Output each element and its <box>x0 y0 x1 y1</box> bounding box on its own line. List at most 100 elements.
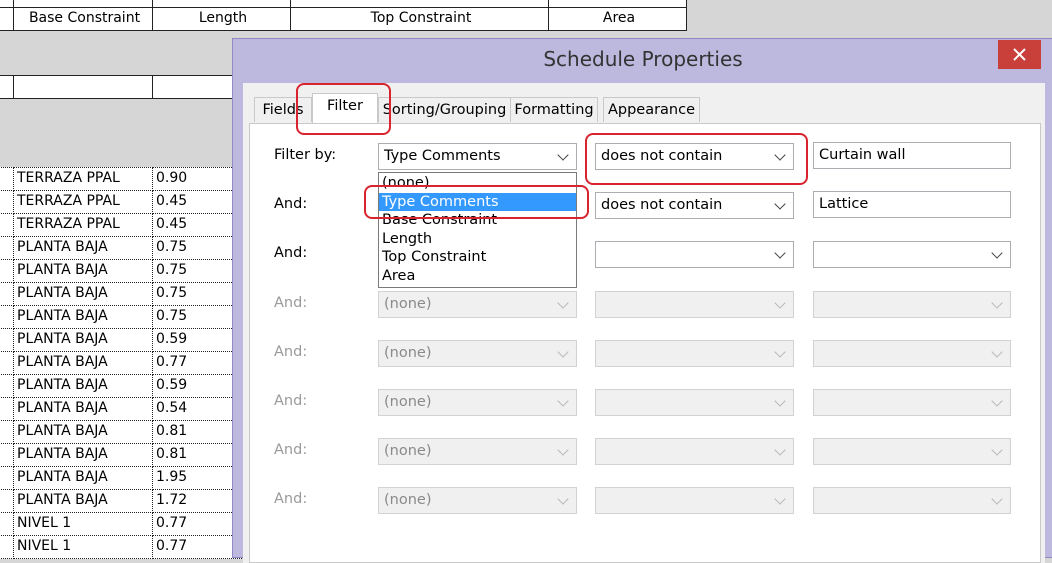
length-cell: 0.81 <box>152 420 242 444</box>
level-cell: PLANTA BAJA <box>13 489 153 513</box>
filter-label: And: <box>274 491 308 508</box>
highlight <box>364 185 589 219</box>
dropdown-text: (none) <box>384 443 432 460</box>
condition-dropdown <box>595 487 794 515</box>
divider <box>13 75 14 99</box>
dropdown-option[interactable]: Length <box>382 230 433 247</box>
dropdown-text: (none) <box>384 344 432 361</box>
value-textbox[interactable]: Lattice <box>813 191 1011 219</box>
condition-dropdown <box>595 339 794 367</box>
field-dropdown[interactable]: Type Comments <box>378 143 577 170</box>
length-cell: 0.75 <box>152 236 242 260</box>
dropdown-arrow <box>774 493 786 506</box>
level-cell: PLANTA BAJA <box>13 305 153 329</box>
level-cell: PLANTA BAJA <box>13 374 153 398</box>
column-header: Base Constraint <box>13 7 153 31</box>
dropdown-arrow <box>991 247 1003 260</box>
dropdown-arrow <box>557 346 569 358</box>
schedule: Base Constraint Length Top Constraint Area T… <box>0 0 687 559</box>
level-cell: PLANTA BAJA <box>13 351 153 375</box>
dropdown-text: does not contain <box>601 197 723 214</box>
dropdown-text: (none) <box>384 394 432 410</box>
dropdown-text: Type Comments <box>384 148 501 164</box>
filter-label: And: <box>274 393 308 409</box>
length-cell: 0.90 <box>152 167 242 191</box>
dropdown-list: (none) Type Comments Base Constraint Length… <box>378 172 577 288</box>
value-dropdown <box>813 487 1011 515</box>
value-dropdown <box>813 339 1011 367</box>
dropdown-arrow <box>991 346 1003 358</box>
dropdown-arrow <box>774 346 786 358</box>
condition-dropdown <box>595 290 794 318</box>
dropdown-arrow <box>774 198 786 210</box>
dropdown-arrow <box>557 149 569 161</box>
column-header: Top Constraint <box>290 7 549 31</box>
dropdown-option[interactable]: Type Comments <box>379 192 576 212</box>
dropdown-option[interactable]: Base Constraint <box>382 212 498 229</box>
tab[interactable]: Appearance <box>603 97 700 122</box>
condition-dropdown[interactable]: does not contain <box>595 143 794 170</box>
length-cell: 0.54 <box>152 397 242 421</box>
value-dropdown <box>813 438 1011 466</box>
level-cell: TERRAZA PPAL <box>13 167 153 191</box>
dropdown-text: (none) <box>384 492 432 509</box>
dropdown-arrow <box>557 395 569 407</box>
dropdown-arrow <box>991 395 1003 407</box>
close-icon <box>1013 48 1026 61</box>
level-cell: PLANTA BAJA <box>13 328 153 352</box>
dropdown-text: does not contain <box>601 148 723 164</box>
filter-label: And: <box>274 245 308 262</box>
filter-label: And: <box>274 442 308 459</box>
level-cell: TERRAZA PPAL <box>13 190 153 214</box>
level-cell: PLANTA BAJA <box>13 259 153 283</box>
column-header: Area <box>548 7 687 31</box>
level-cell: TERRAZA PPAL <box>13 213 153 237</box>
dropdown-arrow <box>774 395 786 407</box>
length-cell: 0.77 <box>152 351 242 375</box>
value-dropdown <box>813 389 1011 416</box>
tab[interactable]: Fields <box>254 97 312 122</box>
length-cell: 0.45 <box>152 190 242 214</box>
tab[interactable]: Sorting/Grouping <box>378 97 511 122</box>
dropdown-arrow <box>991 493 1003 506</box>
length-cell: 1.72 <box>152 489 242 513</box>
condition-dropdown[interactable]: does not contain <box>595 192 794 220</box>
condition-dropdown <box>595 438 794 466</box>
tab[interactable]: Filter <box>312 93 378 123</box>
dropdown-text: (none) <box>384 295 432 312</box>
value-textbox[interactable]: Curtain wall <box>813 142 1011 169</box>
divider <box>152 75 153 99</box>
highlight <box>585 133 808 185</box>
dialog-title: Schedule Properties <box>543 47 743 71</box>
filter-label: Filter by: <box>274 147 337 163</box>
close-button[interactable] <box>998 40 1041 69</box>
dropdown-arrow <box>774 444 786 456</box>
tab[interactable]: Formatting <box>510 97 598 122</box>
level-cell: NIVEL 1 <box>13 512 153 536</box>
dropdown-arrow <box>774 247 786 260</box>
blank-row <box>0 75 240 99</box>
dropdown-arrow <box>557 493 569 506</box>
field-dropdown: (none) <box>378 290 577 318</box>
level-cell: PLANTA BAJA <box>13 466 153 490</box>
level-cell: PLANTA BAJA <box>13 282 153 306</box>
value-dropdown[interactable] <box>813 241 1011 269</box>
filter-label: And: <box>274 196 308 213</box>
field-dropdown: (none) <box>378 438 577 466</box>
dropdown-option[interactable]: Area <box>382 267 416 284</box>
dropdown-option[interactable]: (none) <box>382 175 430 191</box>
filter-label: And: <box>274 294 308 311</box>
dropdown-arrow <box>774 296 786 309</box>
dropdown-option[interactable]: Top Constraint <box>382 249 487 266</box>
dropdown-arrow <box>557 444 569 456</box>
condition-dropdown[interactable] <box>595 241 794 269</box>
field-dropdown: (none) <box>378 389 577 416</box>
dropdown-arrow <box>557 296 569 309</box>
field-dropdown: (none) <box>378 339 577 367</box>
field-dropdown: (none) <box>378 487 577 515</box>
filter-label: And: <box>274 343 308 360</box>
highlight <box>296 83 391 135</box>
dropdown-arrow <box>991 444 1003 456</box>
